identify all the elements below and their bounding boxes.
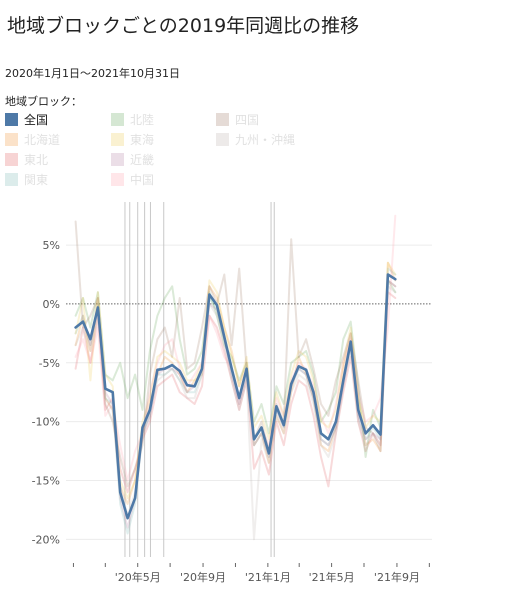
legend-title: 地域ブロック： xyxy=(5,95,82,108)
legend-swatch xyxy=(111,112,124,126)
x-tick-label: '21年1月 xyxy=(245,570,291,584)
legend-item[interactable]: 北陸 xyxy=(111,110,154,128)
legend-item[interactable]: 関東 xyxy=(5,170,48,188)
x-tick-label: '21年9月 xyxy=(374,570,420,584)
legend-swatch xyxy=(5,132,18,146)
legend-label: 近畿 xyxy=(130,152,155,167)
legend-swatch xyxy=(216,112,229,126)
legend-item[interactable]: 九州・沖縄 xyxy=(216,130,295,148)
legend-item[interactable]: 北海道 xyxy=(5,130,60,148)
legend-swatch xyxy=(111,152,124,166)
series-line xyxy=(74,261,397,500)
y-tick-label: -20% xyxy=(32,533,60,546)
legend-label: 東北 xyxy=(24,152,49,167)
y-tick-label: -15% xyxy=(32,474,60,487)
legend-item[interactable]: 近畿 xyxy=(111,150,154,168)
x-tick-label: '21年5月 xyxy=(309,570,355,584)
date-range-subtitle: 2020年1月1日〜2021年10月31日 xyxy=(5,67,180,80)
legend-item[interactable]: 中国 xyxy=(111,170,154,188)
legend-swatch xyxy=(111,172,124,186)
legend-label: 中国 xyxy=(130,172,155,187)
x-tick-label: '20年5月 xyxy=(115,570,161,584)
series-line xyxy=(74,273,397,520)
series-line xyxy=(74,214,397,482)
chart-title: 地域ブロックごとの2019年同週比の推移 xyxy=(7,15,360,37)
legend-item[interactable]: 東海 xyxy=(111,130,154,148)
legend-swatch xyxy=(5,112,18,126)
legend-label: 全国 xyxy=(24,112,49,127)
y-tick-label: -10% xyxy=(32,416,60,429)
y-tick-label: 5% xyxy=(43,239,60,252)
legend-label: 四国 xyxy=(235,112,260,127)
series-line xyxy=(74,220,397,488)
series-line xyxy=(74,279,397,458)
legend-label: 関東 xyxy=(24,172,49,187)
y-tick-label: 0% xyxy=(43,298,60,311)
y-tick-label: -5% xyxy=(39,357,60,370)
legend-label: 北海道 xyxy=(24,132,61,147)
legend-swatch xyxy=(5,152,18,166)
legend-swatch xyxy=(5,172,18,186)
legend-label: 九州・沖縄 xyxy=(235,132,296,147)
legend-label: 東海 xyxy=(130,132,155,147)
legend-label: 北陸 xyxy=(130,112,155,127)
legend-item[interactable]: 全国 xyxy=(5,110,48,128)
x-tick-label: '20年9月 xyxy=(180,570,226,584)
legend-swatch xyxy=(111,132,124,146)
legend-item[interactable]: 四国 xyxy=(216,110,259,128)
legend-item[interactable]: 東北 xyxy=(5,150,48,168)
series-line xyxy=(74,261,397,505)
series-line xyxy=(74,291,397,494)
legend-swatch xyxy=(216,132,229,146)
